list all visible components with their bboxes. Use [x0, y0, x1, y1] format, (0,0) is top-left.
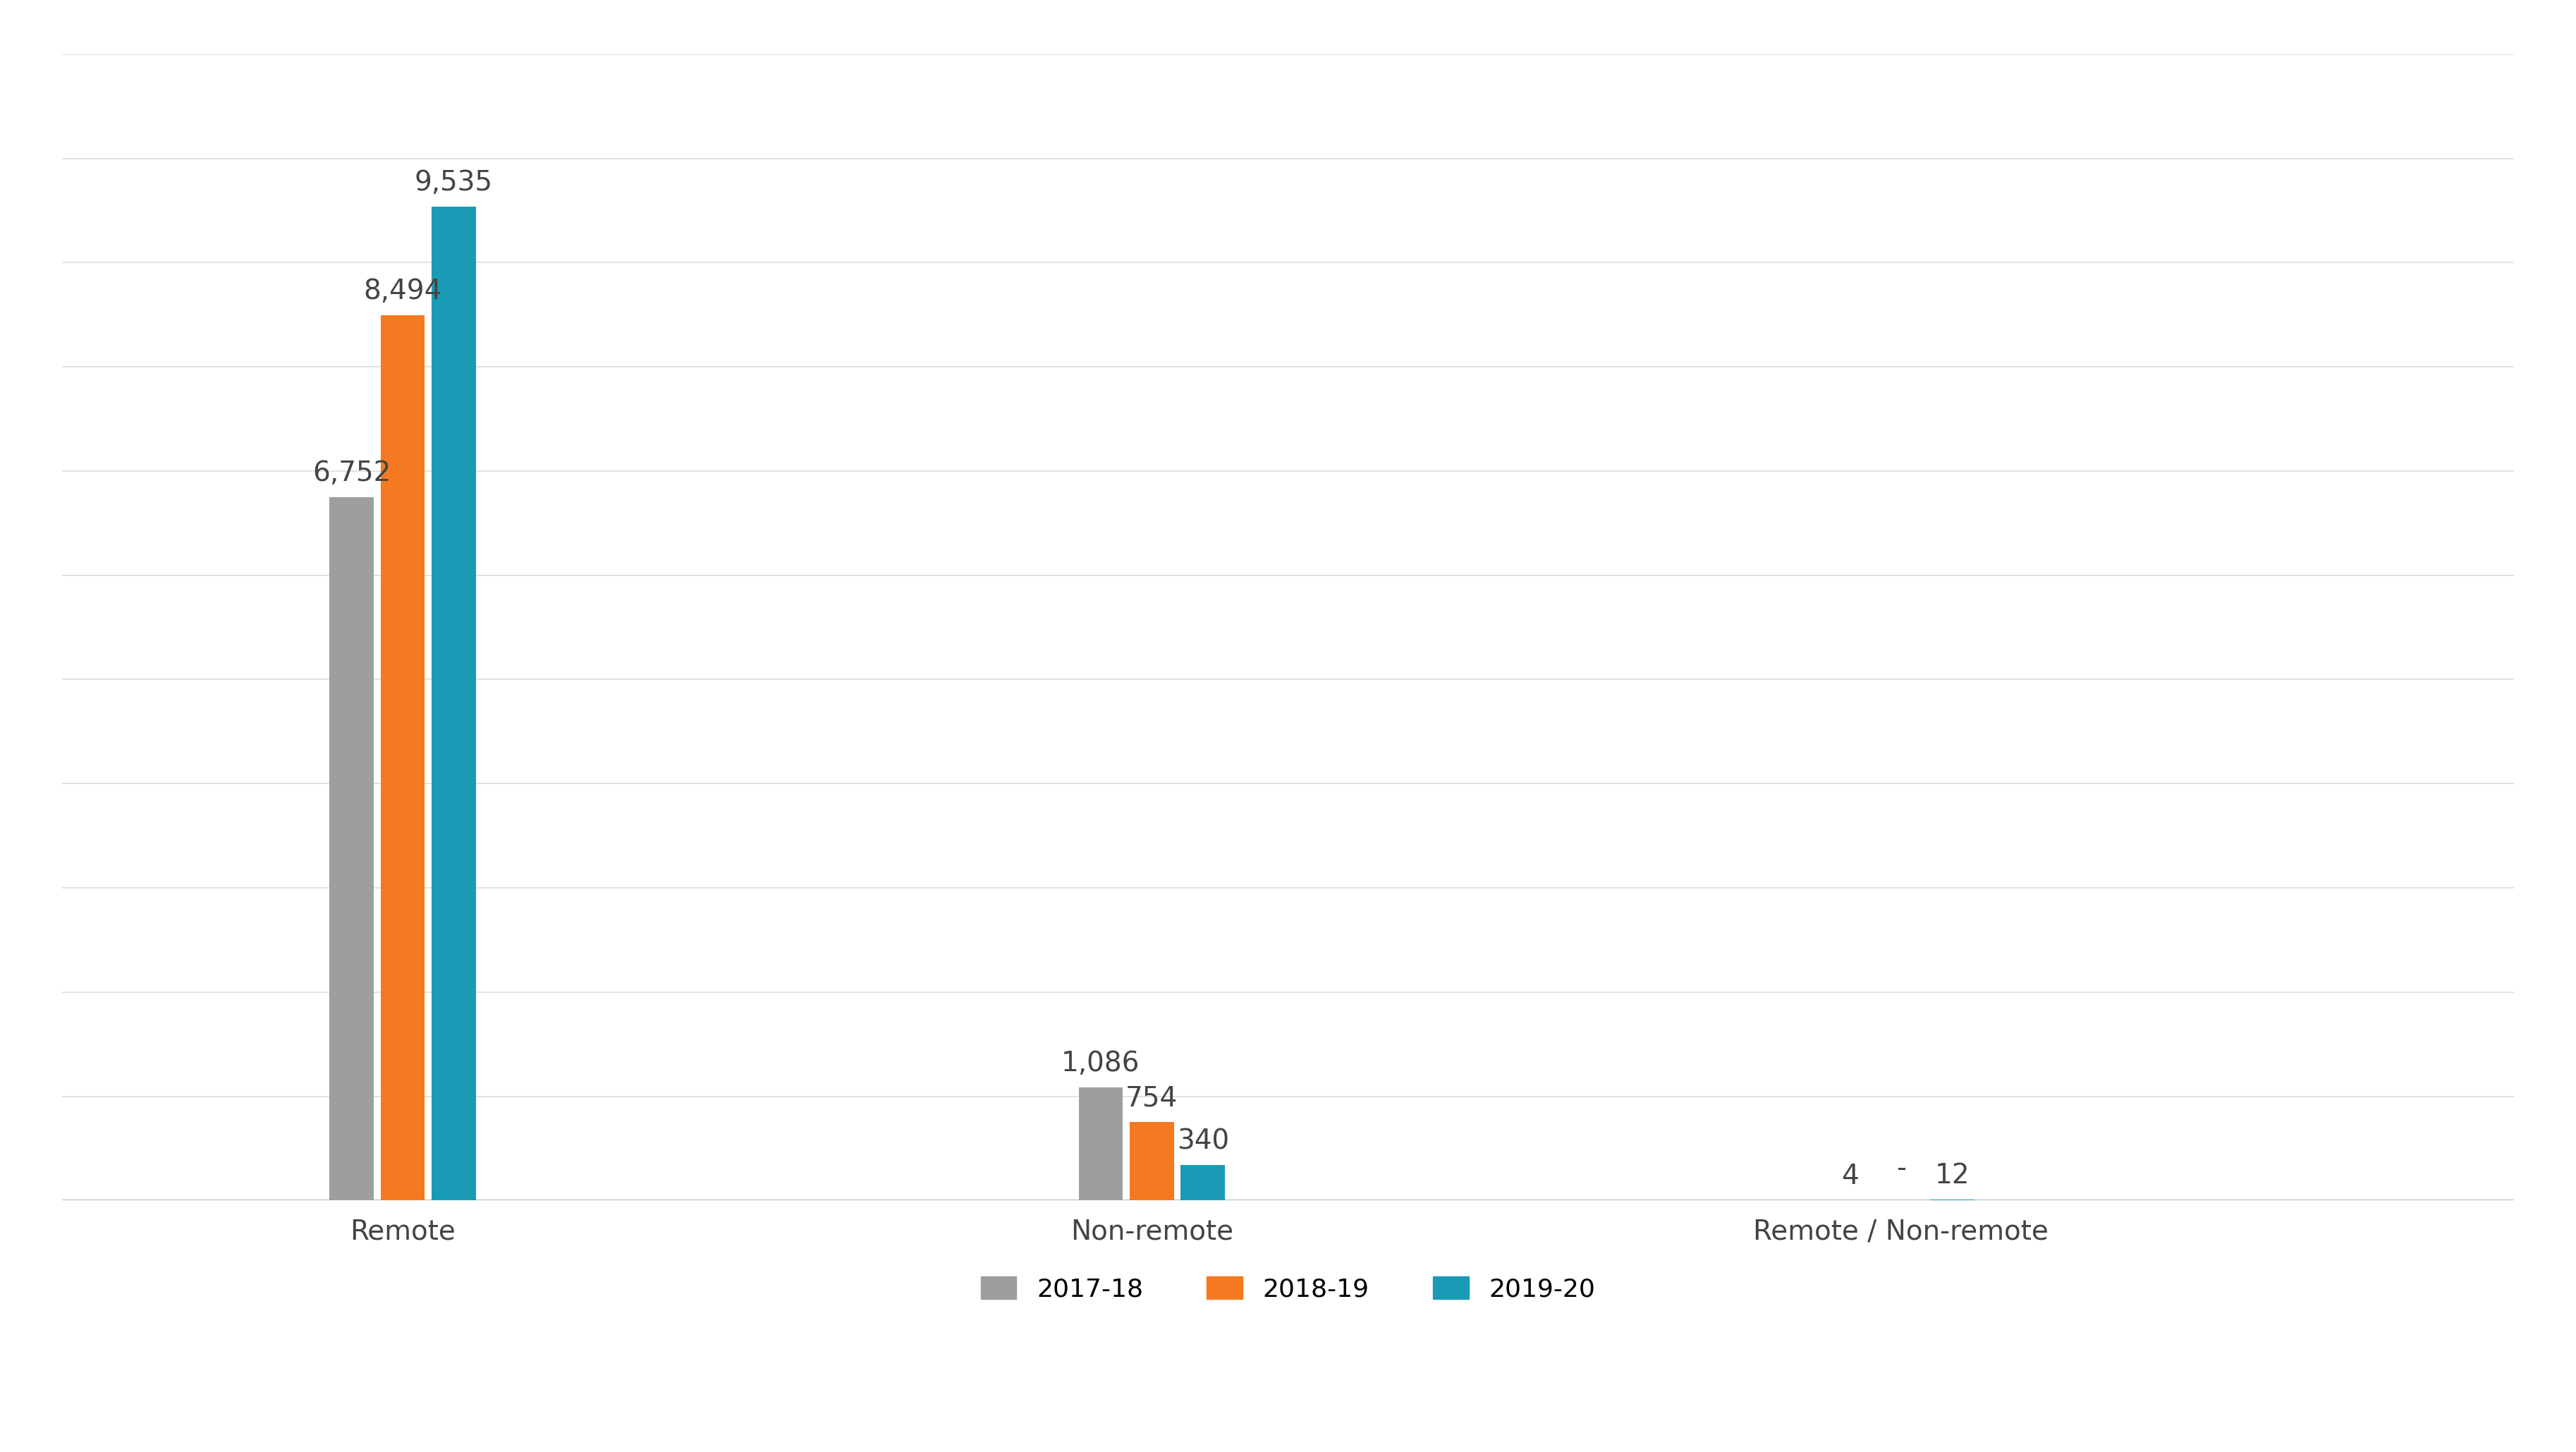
Text: 1,086: 1,086 [1061, 1050, 1141, 1077]
Bar [1180, 1165, 1226, 1201]
Text: -: - [1896, 1154, 1906, 1182]
Bar [433, 206, 477, 1201]
Text: 12: 12 [1935, 1162, 1971, 1189]
Text: 340: 340 [1177, 1128, 1229, 1154]
Bar [1131, 1122, 1175, 1201]
Legend: 2017-18, 2018-19, 2019-20: 2017-18, 2018-19, 2019-20 [969, 1263, 1607, 1314]
Text: 9,535: 9,535 [415, 170, 492, 196]
Text: 6,752: 6,752 [312, 460, 392, 486]
Text: 4: 4 [1842, 1163, 1860, 1189]
Bar [330, 497, 374, 1201]
Bar [1079, 1088, 1123, 1201]
Text: 8,494: 8,494 [363, 279, 443, 305]
Bar [381, 315, 425, 1201]
Text: 754: 754 [1126, 1085, 1177, 1111]
